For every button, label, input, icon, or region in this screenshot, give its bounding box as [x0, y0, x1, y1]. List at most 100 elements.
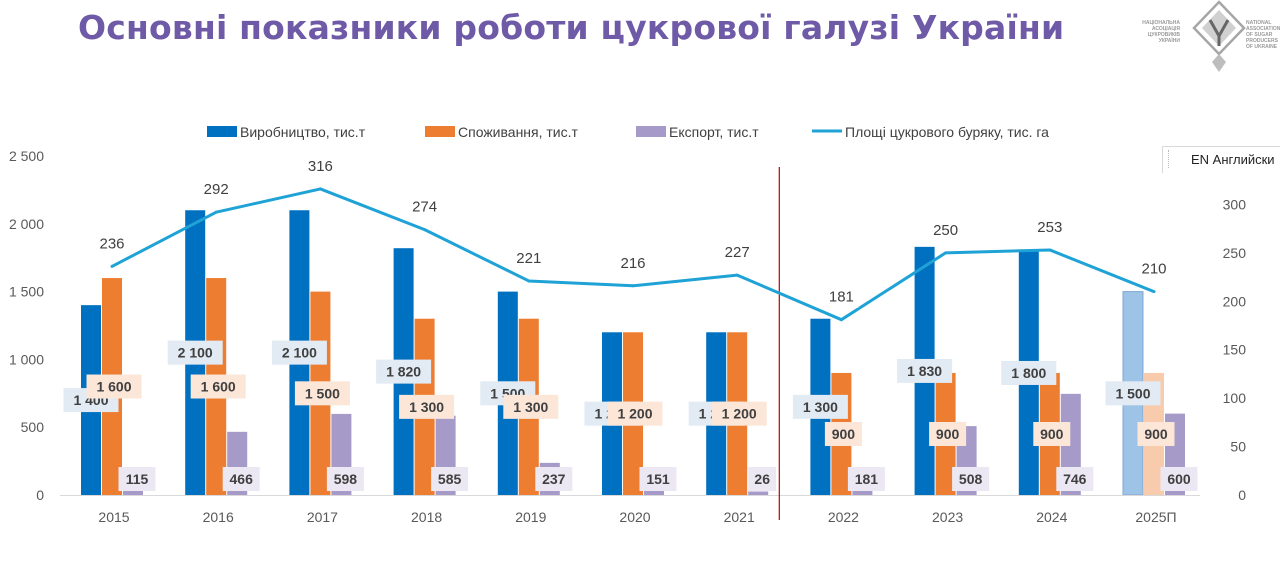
logo-right-text: NATIONAL ASSOCIATION OF SUGAR PRODUCERS … [1246, 20, 1280, 50]
data-label-2017-s1: 2 100 [282, 345, 317, 361]
data-label-2024-s1-bg [1001, 360, 1057, 385]
x-tick-label-2021: 2021 [724, 509, 755, 525]
data-label-2018-s2-bg [399, 394, 455, 419]
line-point-2025- [1152, 290, 1156, 294]
line-label-2024: 253 [1037, 219, 1062, 236]
x-tick-label-2022: 2022 [828, 509, 859, 525]
line-label-2019-bg [511, 246, 546, 269]
y-right-tick-label: 200 [1223, 293, 1247, 309]
line-label-2022: 181 [829, 289, 854, 306]
line-point-2018 [423, 228, 427, 232]
legend-swatch-3 [636, 126, 666, 137]
y-right-tick-label: 150 [1223, 342, 1247, 358]
language-indicator[interactable]: EN Английски [1162, 146, 1280, 173]
language-indicator-label: EN Английски [1191, 152, 1275, 167]
data-label-2024-s3: 746 [1063, 471, 1087, 487]
y-left-tick-label: 0 [36, 487, 44, 503]
data-label-2015-s2-bg [86, 374, 142, 399]
data-label-2017-s2: 1 500 [305, 385, 340, 401]
data-label-2018-s3: 585 [438, 471, 462, 487]
data-label-2023-s3: 508 [959, 471, 983, 487]
data-label-2021-s2-bg [711, 401, 767, 426]
line-label-2020: 216 [620, 255, 645, 272]
line-label-2021-bg [720, 241, 755, 264]
data-label-2020-s2: 1 200 [617, 406, 652, 422]
data-label-2015-s2: 1 600 [96, 379, 131, 395]
line-label-2024-bg [1032, 215, 1067, 238]
y-left-tick-label: 2 500 [9, 148, 44, 164]
data-label-2017-s1-bg [271, 340, 327, 365]
data-label-2015-s3-bg [118, 467, 156, 491]
data-label-2020-s3: 151 [646, 471, 670, 487]
data-label-2022-s2-bg [824, 421, 862, 446]
data-label-2025--s3-bg [1160, 467, 1198, 491]
data-label-2023-s3-bg [952, 467, 990, 491]
data-label-2016-s2-bg [190, 374, 246, 399]
data-label-2021-s3: 26 [754, 471, 770, 487]
line-point-2016 [214, 210, 218, 214]
x-tick-label-2017: 2017 [307, 509, 338, 525]
x-tick-label-2024: 2024 [1036, 509, 1067, 525]
legend-label-1: Виробництво, тис.т [240, 124, 366, 140]
line-point-2023 [944, 251, 948, 255]
language-bar-grip[interactable] [1168, 150, 1171, 168]
legend-swatch-1 [207, 126, 237, 137]
data-label-2023-s2: 900 [936, 426, 960, 442]
data-label-2024-s2: 900 [1040, 426, 1064, 442]
line-label-2017: 316 [308, 158, 333, 175]
x-tick-label-2020: 2020 [619, 509, 650, 525]
line-label-2018: 274 [412, 199, 437, 216]
line-label-2017-bg [303, 154, 338, 177]
line-label-2018-bg [407, 195, 442, 218]
y-left-tick-label: 1 000 [9, 351, 44, 367]
line-label-2021: 227 [725, 244, 750, 261]
data-label-2016-s3-bg [222, 467, 260, 491]
x-tick-label-2019: 2019 [515, 509, 546, 525]
data-label-2022-s3-bg [847, 467, 885, 491]
data-label-2018-s1: 1 820 [386, 364, 421, 380]
data-label-2024-s3-bg [1056, 467, 1094, 491]
data-label-2017-s2-bg [294, 381, 350, 406]
data-label-2018-s1-bg [376, 359, 432, 384]
data-label-2019-s2-bg [503, 394, 559, 419]
line-label-2025--bg [1137, 257, 1171, 280]
logo-left-text: НАЦІОНАЛЬНА АСОЦІАЦІЯ ЦУКРОВИКІВ УКРАЇНИ [1142, 20, 1180, 44]
line-label-2023: 250 [933, 222, 958, 239]
data-label-2018-s3-bg [431, 467, 469, 491]
data-label-2023-s2-bg [929, 421, 967, 446]
data-label-2023-s1-bg [897, 358, 953, 383]
line-label-2015-bg [95, 232, 129, 255]
line-label-2022-bg [824, 285, 859, 308]
data-label-2022-s1: 1 300 [803, 399, 838, 415]
line-point-2020 [631, 284, 635, 288]
y-right-tick-label: 100 [1223, 390, 1247, 406]
data-label-2023-s1: 1 830 [907, 363, 942, 379]
data-label-2015-s3: 115 [126, 471, 149, 487]
legend-label-3: Експорт, тис.т [669, 124, 759, 140]
logo-emblem-icon [1192, 0, 1246, 72]
page-title: Основні показники роботи цукрової галузі… [78, 8, 1065, 47]
y-right-tick-label: 0 [1238, 487, 1246, 503]
line-label-2020-bg [616, 251, 650, 274]
line-label-2019: 221 [516, 250, 541, 267]
line-point-2024 [1048, 248, 1052, 252]
x-tick-label-2023: 2023 [932, 509, 963, 525]
data-label-2022-s3: 181 [855, 471, 879, 487]
line-point-2021 [735, 273, 739, 277]
data-label-2019-s3-bg [535, 467, 573, 491]
data-label-2025--s2: 900 [1144, 426, 1168, 442]
data-label-2017-s3-bg [326, 467, 364, 491]
data-label-2022-s1-bg [792, 394, 848, 419]
line-point-2019 [527, 279, 531, 283]
association-logo: НАЦІОНАЛЬНА АСОЦІАЦІЯ ЦУКРОВИКІВ УКРАЇНИ… [1130, 0, 1280, 76]
y-right-tick-label: 250 [1223, 245, 1247, 261]
y-right-tick-label: 300 [1223, 196, 1247, 212]
data-label-2025--s1-bg [1105, 381, 1161, 406]
line-label-2025-: 210 [1141, 261, 1166, 278]
data-label-2020-s3-bg [639, 467, 677, 491]
line-label-2016: 292 [204, 181, 229, 198]
data-label-2016-s2: 1 600 [201, 379, 236, 395]
data-label-2017-s3: 598 [334, 471, 358, 487]
data-label-2025--s3: 600 [1167, 471, 1191, 487]
data-label-2018-s2: 1 300 [409, 399, 444, 415]
